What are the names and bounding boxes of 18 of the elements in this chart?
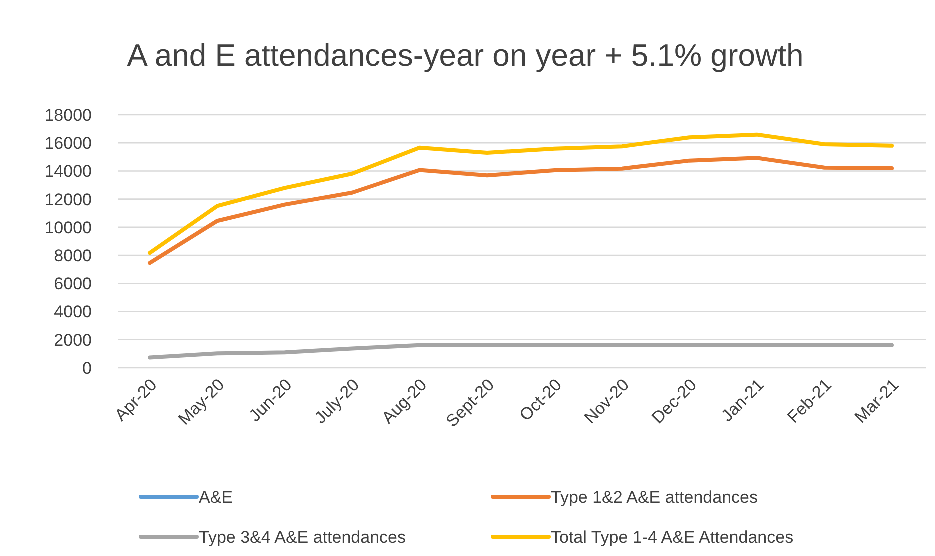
legend-label: A&E (199, 488, 234, 507)
y-tick-label: 4000 (54, 302, 92, 322)
line-series (148, 343, 894, 360)
line-series (148, 132, 894, 256)
y-tick-label: 10000 (44, 218, 92, 238)
y-tick-label: 2000 (54, 330, 92, 350)
y-tick-label: 12000 (44, 190, 92, 210)
legend-label: Type 1&2 A&E attendances (551, 488, 758, 507)
y-tick-label: 18000 (44, 106, 92, 125)
y-tick-label: 6000 (54, 274, 92, 294)
legend-label: Total Type 1-4 A&E Attendances (551, 528, 794, 547)
legend-label: Type 3&4 A&E attendances (199, 528, 406, 547)
y-tick-label: 0 (82, 358, 92, 378)
line-series (148, 156, 894, 266)
y-tick-label: 14000 (44, 162, 92, 182)
y-tick-label: 8000 (54, 246, 92, 266)
y-tick-label: 16000 (44, 134, 92, 154)
chart-title: A and E attendances-year on year + 5.1% growth (127, 38, 804, 73)
